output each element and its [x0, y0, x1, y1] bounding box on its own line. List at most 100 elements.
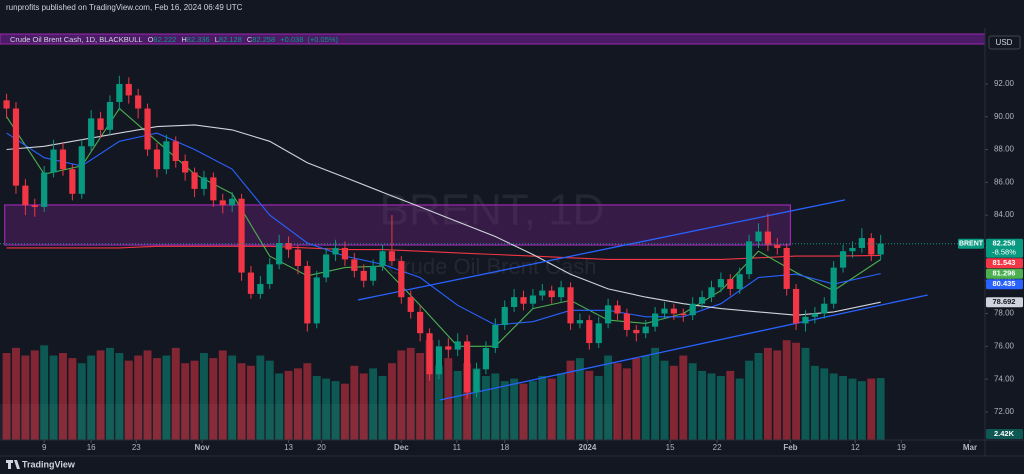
volume-label-box [986, 429, 1023, 439]
volume-bar [613, 363, 622, 440]
volume-bar [547, 378, 556, 440]
candle-body [623, 313, 631, 330]
candle-body [586, 320, 593, 344]
candle-body [830, 267, 837, 304]
candle-body [69, 169, 76, 194]
volume-bar [331, 381, 340, 440]
candle-body [116, 83, 123, 102]
candle-body [670, 308, 677, 314]
volume-bar [115, 352, 124, 440]
volume-bar [369, 368, 378, 440]
candle-body [106, 101, 114, 130]
candle-body [727, 279, 734, 289]
candle-body [445, 346, 452, 350]
volume-bar [538, 376, 547, 440]
x-tick-label: 12 [851, 443, 860, 452]
legend-key: H [181, 35, 186, 44]
candle-body [31, 205, 38, 207]
x-tick-label: 19 [897, 443, 906, 452]
candle-body [276, 243, 283, 265]
currency-box[interactable] [988, 35, 1021, 50]
candle-body [163, 141, 170, 170]
volume-bar [162, 355, 171, 440]
volume-bar [848, 378, 857, 440]
symbol-label: BRENT [959, 241, 984, 248]
volume-bar [378, 376, 387, 440]
volume-bar [416, 352, 425, 440]
candle-body [680, 313, 687, 316]
volume-bar [763, 347, 772, 440]
volume-bar [190, 360, 199, 440]
volume-bar [773, 350, 782, 440]
volume-bar [59, 352, 67, 440]
candle-body [473, 369, 480, 393]
price-label-box [986, 297, 1023, 308]
volume-bar [792, 342, 801, 440]
volume-bar [247, 365, 255, 440]
candle-body [153, 149, 161, 170]
volume-bar [679, 355, 688, 440]
candle-body [59, 149, 67, 170]
volume-bar [839, 376, 848, 440]
volume-bar [604, 355, 613, 440]
header-text: runprofits published on TradingView.com,… [6, 3, 243, 12]
volume-bar [632, 358, 641, 440]
candle-body [792, 288, 800, 324]
candle-body [3, 100, 10, 109]
x-tick-label: 15 [666, 443, 675, 452]
volume-bar [876, 378, 885, 440]
candle-body [464, 341, 471, 393]
volume-bar [575, 358, 584, 440]
candle-body [172, 141, 179, 162]
volume-bar [359, 373, 368, 440]
x-tick-label: 22 [713, 443, 722, 452]
trendline [439, 294, 928, 401]
legend-value: 82.336 [187, 35, 210, 44]
volume-bar [284, 370, 293, 440]
candle-body [595, 323, 602, 344]
candle-body [351, 259, 358, 271]
volume-bar [500, 381, 509, 440]
legend-change: +0.038 [280, 35, 303, 44]
candle-body [764, 231, 771, 245]
candle-body [558, 287, 565, 298]
volume-bar [77, 363, 86, 440]
candle-body [360, 270, 367, 281]
candle-body [285, 243, 292, 250]
candle-body [210, 177, 217, 201]
price-label: 80.435 [993, 279, 1016, 288]
volume-bar [350, 365, 359, 440]
candle-body [426, 333, 433, 375]
candle-body [576, 320, 584, 324]
legend-key: O [148, 35, 154, 44]
price-label: 78.692 [993, 297, 1016, 306]
volume-bar [735, 378, 744, 440]
legend-key: L [215, 35, 219, 44]
volume-bar [340, 383, 349, 440]
y-tick-label: 84.00 [994, 210, 1015, 219]
candle-body [323, 254, 330, 278]
volume-bar [829, 373, 838, 440]
candle-body [313, 277, 320, 324]
candle-body [247, 272, 255, 294]
volume-bar [810, 365, 819, 440]
moving-average [6, 124, 881, 316]
volume-bar [566, 360, 575, 440]
y-tick-label: 72.00 [994, 407, 1015, 416]
y-tick-label: 86.00 [994, 177, 1015, 186]
moving-average [6, 245, 881, 260]
candle-body [633, 329, 640, 334]
symbol-box [958, 238, 984, 249]
currency: USD [996, 38, 1013, 47]
volume-bar [143, 350, 152, 440]
candle-body [200, 177, 208, 189]
volume-bar [801, 347, 810, 440]
candle-body [605, 305, 612, 324]
volume-bar [12, 347, 20, 440]
candle-body [97, 118, 104, 130]
volume-bar [651, 347, 660, 440]
candle-body [548, 290, 555, 298]
volume-bar [726, 370, 735, 440]
volume-bar [96, 350, 105, 440]
volume-bar [237, 363, 246, 440]
